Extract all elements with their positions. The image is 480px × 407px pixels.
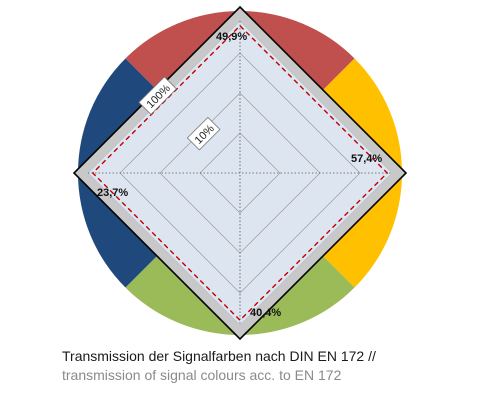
value-label-yellow: 57,4%	[351, 153, 382, 165]
reference-diamond	[91, 24, 389, 322]
value-label-green: 40,4%	[250, 307, 281, 319]
value-labels: 49,9% 57,4% 40,4% 23,7%	[97, 31, 382, 319]
chart-marks	[88, 21, 392, 325]
grid-ring-75	[119, 52, 361, 294]
caption-line-german: Transmission der Signalfarben nach DIN E…	[62, 348, 376, 364]
caption-line-english: transmission of signal colours acc. to E…	[62, 367, 342, 383]
value-label-red: 49,9%	[216, 31, 247, 43]
value-label-blue: 23,7%	[97, 187, 128, 199]
ring-label-box-100	[138, 76, 177, 115]
grid-ring-25	[199, 132, 281, 214]
ring-label-box-10	[186, 116, 221, 151]
